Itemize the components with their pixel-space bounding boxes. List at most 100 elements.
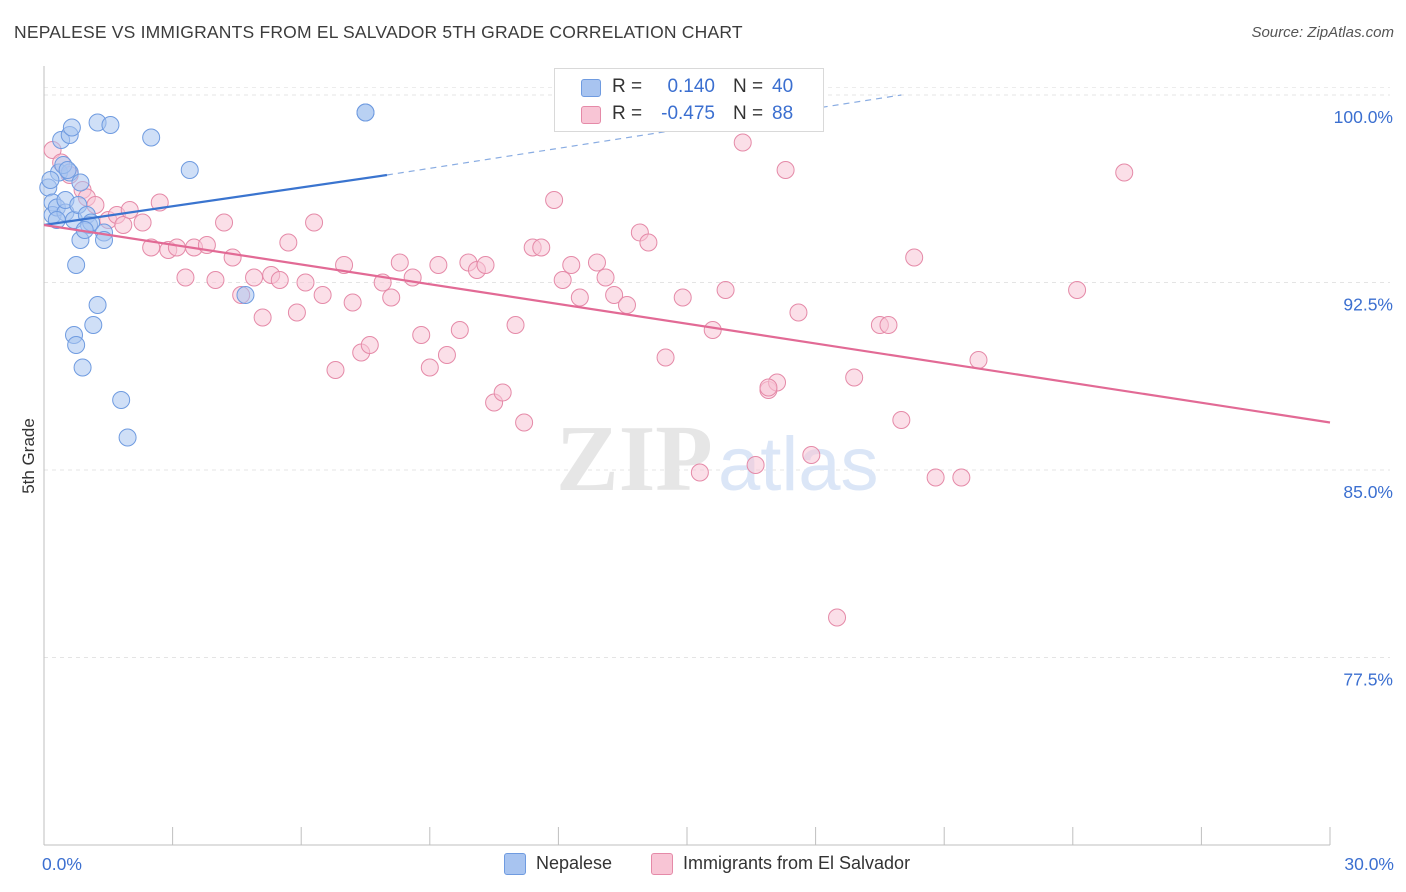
data-point xyxy=(562,256,581,274)
data-point xyxy=(88,296,107,314)
data-point xyxy=(356,103,375,122)
data-point xyxy=(412,326,431,344)
data-point xyxy=(1115,163,1134,182)
data-point xyxy=(343,293,362,312)
data-point xyxy=(1068,281,1087,299)
data-point xyxy=(253,308,272,327)
legend-swatch-el-salvador xyxy=(581,106,601,124)
y-tick-label: 100.0% xyxy=(1334,107,1393,127)
legend-n-value: 40 xyxy=(772,76,794,97)
data-point xyxy=(112,391,131,409)
data-point xyxy=(180,161,199,179)
series-legend: Nepalese Immigrants from El Salvador xyxy=(0,852,1406,878)
data-point xyxy=(67,336,86,354)
legend-r-value: -0.475 xyxy=(661,103,715,124)
data-point xyxy=(450,321,469,339)
data-point xyxy=(245,268,264,287)
data-point xyxy=(206,271,225,289)
data-point xyxy=(587,253,606,272)
data-point xyxy=(639,233,658,252)
data-point xyxy=(476,256,495,274)
trend-line-nepalese xyxy=(43,173,388,227)
data-point xyxy=(215,213,234,232)
data-point xyxy=(892,411,911,429)
data-point xyxy=(716,281,735,299)
data-point xyxy=(570,288,589,307)
data-point xyxy=(746,456,765,474)
data-point xyxy=(690,463,709,482)
data-point xyxy=(506,316,525,334)
data-point xyxy=(142,128,161,147)
watermark-atlas: atlas xyxy=(718,422,879,507)
legend-swatch-nepalese xyxy=(581,79,601,97)
data-point xyxy=(270,271,289,289)
data-point xyxy=(515,413,534,432)
legend-n-value: 88 xyxy=(772,103,794,124)
data-point xyxy=(437,346,456,364)
data-point xyxy=(335,256,354,274)
x-tick-label: 0.0% xyxy=(42,854,82,874)
data-point xyxy=(845,368,864,387)
data-point xyxy=(305,213,324,232)
data-point xyxy=(759,378,778,397)
trend-line-el-salvador xyxy=(43,223,1331,424)
data-point xyxy=(84,316,103,334)
data-point xyxy=(605,286,624,304)
watermark-zip: ZIP xyxy=(556,407,713,511)
data-point xyxy=(101,116,120,134)
data-point xyxy=(532,238,551,257)
data-point xyxy=(429,256,448,274)
source-label: Source: ZipAtlas.com xyxy=(1251,24,1394,41)
y-tick-label: 92.5% xyxy=(1343,295,1393,315)
y-tick-label: 77.5% xyxy=(1343,670,1393,690)
axes xyxy=(43,66,1331,846)
data-point xyxy=(313,286,332,304)
legend-n-label: N = xyxy=(733,103,764,124)
data-point xyxy=(62,118,81,137)
data-point xyxy=(617,296,636,314)
data-point xyxy=(114,216,133,234)
data-point xyxy=(596,268,615,287)
data-point xyxy=(673,288,692,307)
y-tick-labels: 100.0% 92.5% 85.0% 77.5% xyxy=(1334,107,1393,690)
gridlines xyxy=(44,87,1390,658)
data-point xyxy=(279,233,298,252)
legend-label-el-salvador: Immigrants from El Salvador xyxy=(683,853,911,873)
data-point xyxy=(71,173,90,192)
data-point xyxy=(789,303,808,322)
data-point xyxy=(905,248,924,267)
legend-row-nepalese: R = 0.140 N = 40 xyxy=(555,73,823,101)
data-point xyxy=(287,303,306,322)
data-point xyxy=(879,316,898,334)
data-point xyxy=(828,608,847,627)
data-point xyxy=(553,271,572,289)
data-point xyxy=(493,383,512,402)
data-point xyxy=(176,268,195,287)
data-point xyxy=(382,288,401,307)
series-nepalese xyxy=(39,103,375,447)
data-point xyxy=(326,361,345,379)
legend-r-label: R = xyxy=(612,103,643,124)
chart-title: NEPALESE VS IMMIGRANTS FROM EL SALVADOR … xyxy=(14,22,743,42)
y-tick-label: 85.0% xyxy=(1343,482,1393,502)
data-point xyxy=(656,348,675,367)
data-point xyxy=(223,248,242,267)
legend-label-nepalese: Nepalese xyxy=(536,853,613,873)
series-el-salvador xyxy=(43,133,1134,627)
legend-swatch-el-salvador xyxy=(651,853,673,875)
legend-swatch-nepalese xyxy=(504,853,526,875)
data-point xyxy=(952,468,971,487)
x-tick-label: 30.0% xyxy=(1344,854,1394,874)
data-point xyxy=(133,213,152,232)
data-point xyxy=(236,286,255,304)
x-tick-labels: 0.0% 30.0% xyxy=(42,854,1394,874)
watermark: ZIP atlas xyxy=(556,407,879,511)
legend-r-value: 0.140 xyxy=(667,76,715,97)
data-point xyxy=(733,133,752,152)
data-point xyxy=(545,191,564,209)
data-point xyxy=(390,253,409,272)
data-point xyxy=(73,358,92,377)
data-point xyxy=(120,201,139,219)
data-point xyxy=(420,358,439,377)
